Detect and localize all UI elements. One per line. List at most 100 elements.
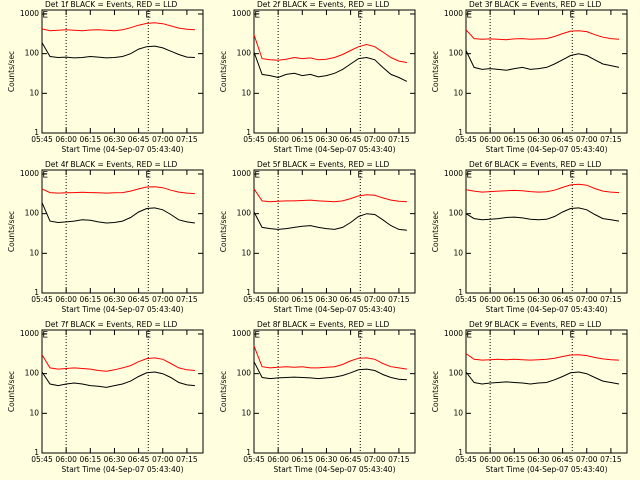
y-tick-label: 10 [241,408,251,417]
series-line [41,42,195,59]
x-tick-label: 06:15 [503,135,525,144]
event-label: E [466,331,472,341]
y-axis-label: Counts/sec [7,371,16,412]
y-axis-label: Counts/sec [7,211,16,252]
event-label: E [466,11,472,21]
x-tick-label: 07:15 [176,295,198,304]
y-axis-label: Counts/sec [219,51,228,92]
y-tick-label: 1 [458,448,463,457]
x-tick-label: 06:00 [55,455,77,464]
plot-frame [41,169,204,294]
y-tick-label: 100 [237,209,252,218]
chart-title: Det 8f BLACK = Events, RED = LLD [257,320,390,329]
x-tick-label: 06:15 [291,455,313,464]
event-label: E [357,171,363,181]
x-tick-label: 06:30 [528,295,550,304]
plot-frame [465,169,628,294]
x-tick-label: 06:30 [104,455,126,464]
y-tick-label: 100 [449,49,464,58]
x-tick-label: 07:00 [364,135,386,144]
series-line [41,354,195,372]
x-tick-label: 06:30 [316,135,338,144]
x-tick-label: 06:45 [128,135,150,144]
x-tick-label: 06:15 [79,135,101,144]
y-tick-label: 100 [25,369,40,378]
x-tick-label: 05:45 [31,455,53,464]
x-tick-label: 05:45 [243,135,265,144]
series-line [41,202,195,224]
plot-frame [253,329,416,454]
chart-title: Det 9f BLACK = Events, RED = LLD [469,320,602,329]
y-tick-label: 100 [25,209,40,218]
event-label: E [42,11,48,21]
series-line [41,186,195,195]
series-line [253,188,407,203]
x-tick-label: 07:15 [600,455,622,464]
series-line [253,34,407,63]
y-tick-label: 10 [29,88,39,97]
series-line [253,51,408,82]
y-tick-label: 1000 [444,9,463,18]
y-tick-label: 1 [246,448,251,457]
event-label: E [569,11,575,21]
series-line [465,29,620,41]
x-axis-label: Start Time (04-Sep-07 05:43:40) [274,145,396,154]
y-tick-label: 100 [449,369,464,378]
x-tick-label: 05:45 [455,455,477,464]
plot-frame [465,329,628,454]
y-tick-label: 1 [34,288,39,297]
y-tick-label: 1 [458,288,463,297]
x-tick-label: 05:45 [31,135,53,144]
event-label: E [569,331,575,341]
x-tick-label: 06:00 [55,135,77,144]
event-label: E [42,331,48,341]
x-tick-label: 07:15 [388,295,410,304]
x-tick-label: 05:45 [455,135,477,144]
y-tick-label: 1000 [232,9,251,18]
x-tick-label: 07:15 [600,135,622,144]
plot-frame [253,9,416,134]
y-tick-label: 100 [25,49,40,58]
y-tick-label: 10 [241,88,251,97]
y-tick-label: 1 [34,128,39,137]
y-tick-label: 10 [29,248,39,257]
series-line [41,371,195,388]
series-line [41,22,195,32]
x-tick-label: 06:45 [128,455,150,464]
x-axis-label: Start Time (04-Sep-07 05:43:40) [62,305,184,314]
event-label: E [145,171,151,181]
plot-frame [253,169,416,294]
chart-title: Det 1f BLACK = Events, RED = LLD [45,0,178,9]
y-axis-label: Counts/sec [219,211,228,252]
x-tick-label: 06:45 [340,455,362,464]
chart-title: Det 3f BLACK = Events, RED = LLD [469,0,602,9]
x-tick-label: 06:30 [104,135,126,144]
x-tick-label: 06:15 [503,295,525,304]
x-tick-label: 06:15 [291,135,313,144]
x-tick-label: 06:45 [340,295,362,304]
x-tick-label: 05:45 [31,295,53,304]
series-line [253,361,407,381]
x-tick-label: 07:15 [600,295,622,304]
y-axis-label: Counts/sec [7,51,16,92]
x-tick-label: 07:15 [176,135,198,144]
x-tick-label: 05:45 [455,295,477,304]
x-tick-label: 06:00 [55,295,77,304]
series-line [465,207,620,222]
x-tick-label: 07:00 [576,455,598,464]
event-label: E [569,171,575,181]
y-tick-label: 100 [237,369,252,378]
plot-frame [465,9,628,134]
y-axis-label: Counts/sec [431,51,440,92]
x-tick-label: 06:00 [267,295,289,304]
event-label: E [254,171,260,181]
x-tick-label: 07:15 [388,135,410,144]
x-axis-label: Start Time (04-Sep-07 05:43:40) [486,305,608,314]
y-tick-label: 1000 [444,169,463,178]
x-tick-label: 06:45 [552,295,574,304]
y-tick-label: 10 [241,248,251,257]
x-tick-label: 07:00 [364,295,386,304]
x-tick-label: 06:15 [291,295,313,304]
plot-frame [41,9,204,134]
chart-title: Det 5f BLACK = Events, RED = LLD [257,160,390,169]
